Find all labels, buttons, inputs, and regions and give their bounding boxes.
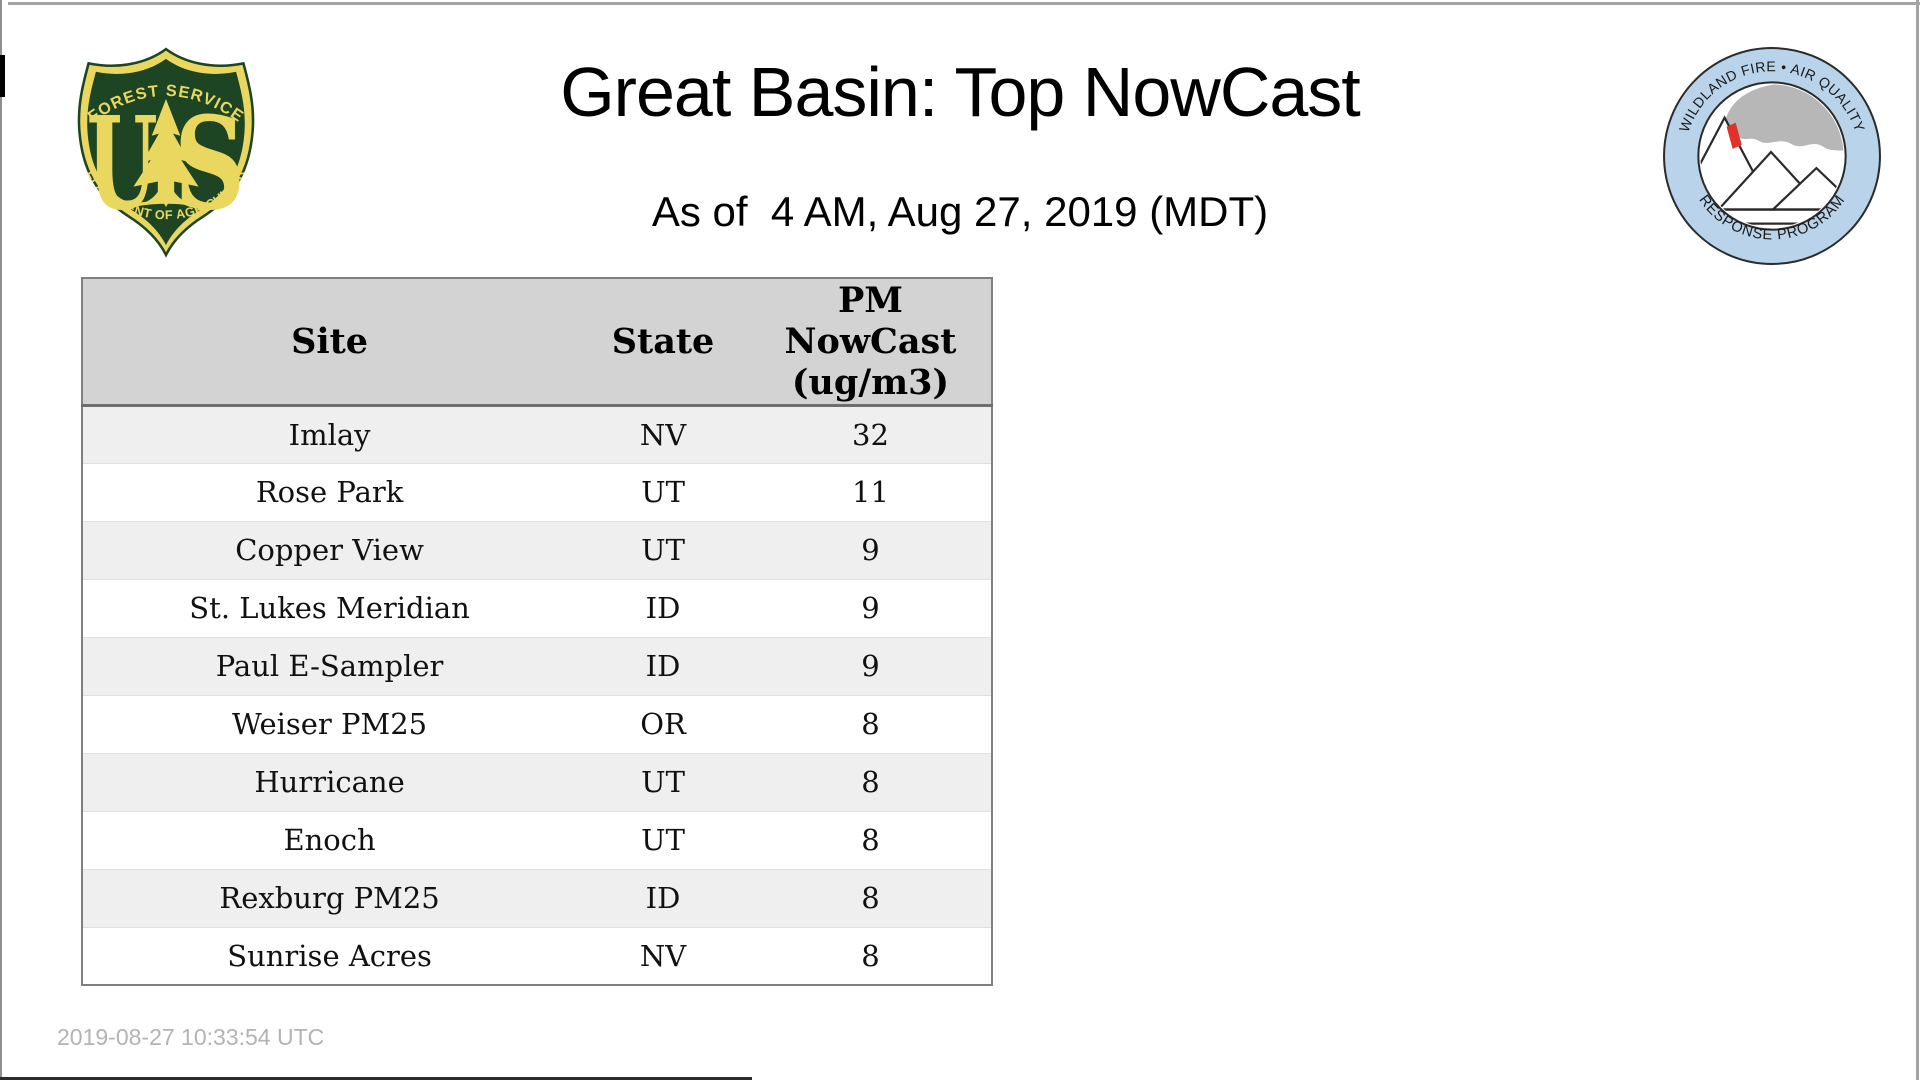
usfs-letter-s: S: [174, 89, 245, 239]
page-border-left: [0, 0, 2, 1080]
table-row: Rexburg PM25 ID 8: [82, 868, 992, 927]
cell-state: ID: [576, 578, 750, 637]
page-border-bottom: [0, 1077, 752, 1080]
table-body: Imlay NV 32 Rose Park UT 11 Copper View UT 9 St. …: [82, 404, 992, 985]
table-row: Hurricane UT 8: [82, 752, 992, 811]
cell-site: Rose Park: [82, 462, 577, 521]
usfs-ground-line: [121, 200, 211, 211]
col-header-nowcast-line3: (ug/m3): [791, 361, 950, 403]
cell-nowcast: 9: [749, 578, 992, 637]
usfs-logo-icon: FOREST SERVICE U S DEPARTMENT OF AGRICUL…: [64, 42, 255, 258]
cell-nowcast: 8: [749, 926, 992, 985]
cell-site: St. Lukes Meridian: [82, 578, 577, 637]
page-title: Great Basin: Top NowCast: [560, 53, 1361, 131]
table-row: Weiser PM25 OR 8: [82, 694, 992, 753]
col-header-nowcast-line1: PM: [837, 279, 903, 321]
cell-site: Sunrise Acres: [82, 926, 577, 985]
cell-nowcast: 32: [749, 404, 992, 463]
cell-state: NV: [576, 926, 750, 985]
table-row: Rose Park UT 11: [82, 462, 992, 521]
table-row: Imlay NV 32: [82, 404, 992, 463]
cell-state: ID: [576, 636, 750, 695]
table-row: St. Lukes Meridian ID 9: [82, 578, 992, 637]
table-row: Paul E-Sampler ID 9: [82, 636, 992, 695]
cell-state: UT: [576, 810, 750, 869]
flame-mark: [1726, 122, 1742, 149]
cell-state: UT: [576, 520, 750, 579]
cell-nowcast: 9: [749, 636, 992, 695]
footer-timestamp: 2019-08-27 10:33:54 UTC: [57, 1024, 325, 1050]
col-header-site: Site: [82, 278, 577, 407]
page-subtitle: As of 4 AM, Aug 27, 2019 (MDT): [651, 188, 1269, 235]
col-header-nowcast: PM NowCast (ug/m3): [749, 278, 992, 407]
cell-state: UT: [576, 752, 750, 811]
cell-nowcast: 8: [749, 752, 992, 811]
table-row: Enoch UT 8: [82, 810, 992, 869]
cell-state: UT: [576, 462, 750, 521]
cell-nowcast: 11: [749, 462, 992, 521]
cell-nowcast: 8: [749, 694, 992, 753]
cell-nowcast: 8: [749, 868, 992, 927]
usfs-letter-u: U: [87, 89, 158, 239]
page-border-top: [8, 2, 1920, 5]
cell-nowcast: 8: [749, 810, 992, 869]
cell-site: Paul E-Sampler: [82, 636, 577, 695]
cell-site: Weiser PM25: [82, 694, 577, 753]
cell-site: Hurricane: [82, 752, 577, 811]
cell-state: ID: [576, 868, 750, 927]
page-border-right: [1916, 0, 1919, 1080]
table-row: Sunrise Acres NV 8: [82, 926, 992, 985]
table-row: Copper View UT 9: [82, 520, 992, 579]
cell-state: OR: [576, 694, 750, 753]
usfs-tree-icon: [133, 99, 199, 208]
col-header-state: State: [576, 278, 750, 407]
cell-site: Rexburg PM25: [82, 868, 577, 927]
col-header-nowcast-line2: NowCast: [784, 320, 957, 362]
screen-edge-mark: [0, 55, 5, 97]
table-header-row: Site State PM NowCast (ug/m3): [82, 278, 992, 407]
wfaqrp-logo-icon: WILDLAND FIRE • AIR QUALITY RESPONSE PRO…: [1663, 47, 1881, 265]
cell-site: Enoch: [82, 810, 577, 869]
nowcast-table: Site State PM NowCast (ug/m3) Imlay NV 32 R…: [81, 277, 993, 986]
cell-site: Copper View: [82, 520, 577, 579]
cell-site: Imlay: [82, 404, 577, 463]
cell-nowcast: 9: [749, 520, 992, 579]
cell-state: NV: [576, 404, 750, 463]
table-header: Site State PM NowCast (ug/m3): [82, 278, 992, 407]
